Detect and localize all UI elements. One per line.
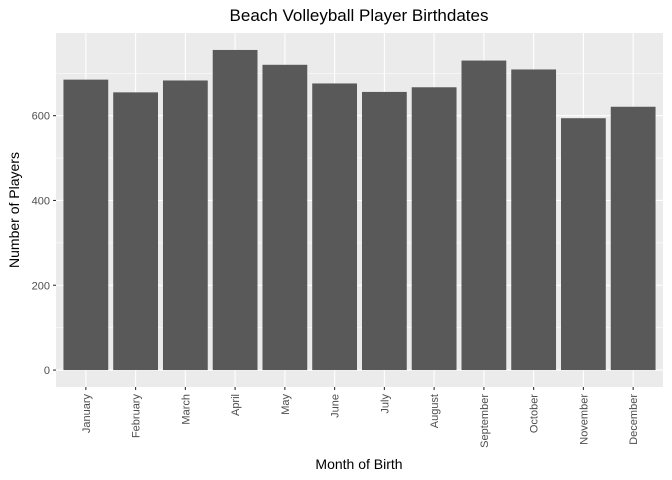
x-axis: January February March April May June July Augu… <box>81 387 640 448</box>
y-tick-label: 400 <box>32 195 50 207</box>
bar-august <box>411 87 457 371</box>
x-tick-label: November <box>578 394 590 445</box>
bar-may <box>262 64 308 371</box>
x-tick-label: February <box>131 394 143 439</box>
y-tick-label: 0 <box>44 365 50 377</box>
x-axis-title: Month of Birth <box>315 456 402 472</box>
bar-october <box>511 69 557 371</box>
bar-september <box>461 60 507 371</box>
bar-january <box>63 79 109 371</box>
bar-april <box>212 49 258 371</box>
x-tick-label: August <box>429 394 441 428</box>
x-tick-label: May <box>280 394 292 415</box>
x-tick-label: March <box>180 394 192 425</box>
bar-february <box>113 92 158 371</box>
y-axis: 0 200 400 600 <box>32 111 56 377</box>
x-tick-label: September <box>479 394 491 448</box>
x-tick-label: October <box>529 394 541 433</box>
x-tick-label: June <box>330 394 342 418</box>
x-tick-label: January <box>81 394 93 434</box>
bar-march <box>162 80 208 371</box>
bar-july <box>361 91 407 371</box>
y-axis-title: Number of Players <box>6 152 22 268</box>
x-tick-label: July <box>379 394 391 414</box>
x-tick-label: April <box>230 394 242 416</box>
chart-title: Beach Volleyball Player Birthdates <box>230 6 489 25</box>
bar-june <box>312 83 358 371</box>
y-tick-label: 200 <box>32 280 50 292</box>
x-tick-label: December <box>628 394 640 445</box>
bars <box>63 49 656 371</box>
bar-december <box>610 106 656 371</box>
bar-november <box>561 118 606 371</box>
y-tick-label: 600 <box>32 111 50 123</box>
